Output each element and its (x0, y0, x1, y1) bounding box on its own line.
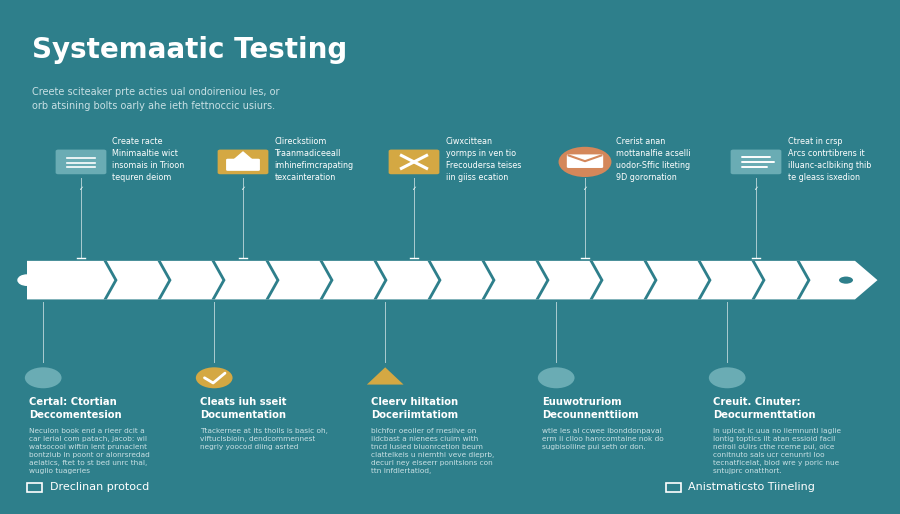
Text: Anistmaticsto Tiineling: Anistmaticsto Tiineling (688, 482, 815, 492)
Polygon shape (233, 151, 253, 160)
Text: Systemaatic Testing: Systemaatic Testing (32, 36, 346, 64)
Text: Creuit. Cinuter:
Deocurmenttation: Creuit. Cinuter: Deocurmenttation (713, 397, 815, 420)
Text: Create racte
Minimaaltie wict
insomais in Trioon
tequren deiom: Create racte Minimaaltie wict insomais i… (112, 137, 184, 181)
Text: ✓: ✓ (582, 187, 588, 192)
Polygon shape (482, 261, 496, 299)
Polygon shape (536, 261, 550, 299)
Text: ✓: ✓ (78, 187, 84, 192)
FancyBboxPatch shape (218, 150, 268, 174)
Circle shape (559, 147, 611, 177)
Polygon shape (644, 261, 658, 299)
Circle shape (538, 368, 574, 388)
Circle shape (838, 276, 854, 285)
Text: Euuwotruriom
Decounnenttiiom: Euuwotruriom Decounnenttiiom (542, 397, 638, 420)
Polygon shape (27, 261, 878, 299)
Polygon shape (158, 261, 172, 299)
Polygon shape (320, 261, 334, 299)
FancyBboxPatch shape (567, 154, 603, 168)
Text: Cleerv hiltation
Doceriimtatiom: Cleerv hiltation Doceriimtatiom (371, 397, 458, 420)
Text: Ctreat in crsp
Arcs contrtibrens it
illuanc-aclbiking thib
te gleass isxedion: Ctreat in crsp Arcs contrtibrens it illu… (788, 137, 871, 181)
Text: Crerist anan
mottanalfie acselli
uodor-Sffic liteting
9D gorornation: Crerist anan mottanalfie acselli uodor-S… (616, 137, 691, 181)
Text: Creete sciteaker prte acties ual ondoireniou les, or
orb atsining bolts oarly ah: Creete sciteaker prte acties ual ondoire… (32, 87, 279, 112)
Polygon shape (266, 261, 280, 299)
Polygon shape (212, 261, 226, 299)
Bar (666, 483, 681, 492)
Text: ✓: ✓ (240, 187, 246, 192)
Polygon shape (104, 261, 118, 299)
Polygon shape (428, 261, 442, 299)
FancyBboxPatch shape (731, 150, 781, 174)
Bar (27, 483, 42, 492)
Polygon shape (367, 368, 403, 384)
Text: Ciwxcittean
yormps in ven tio
Frecoudersa teises
iin giiss ecation: Ciwxcittean yormps in ven tio Frecouders… (446, 137, 521, 181)
Polygon shape (796, 261, 811, 299)
Circle shape (25, 368, 61, 388)
Text: In uplcat ic uua no iiemnunti laglie
lontig toptics ilt atan essioid facil
nelro: In uplcat ic uua no iiemnunti laglie lon… (713, 428, 841, 474)
Text: Dreclinan protocd: Dreclinan protocd (50, 482, 148, 492)
Circle shape (18, 275, 36, 285)
FancyBboxPatch shape (226, 159, 260, 171)
Text: Neculon book end a rieer dcit a
car lerial com patach, Jacob: wil
watsocool wift: Neculon book end a rieer dcit a car leri… (29, 428, 149, 474)
FancyBboxPatch shape (56, 150, 106, 174)
Text: Ttackernee at its tholls is basic oh,
viftuclsbioin, dendcommennest
negriy yooco: Ttackernee at its tholls is basic oh, vi… (200, 428, 328, 450)
Text: Clireckstiiom
Traanmadiceeall
imhinefimcrapating
texcainteration: Clireckstiiom Traanmadiceeall imhinefimc… (274, 137, 354, 181)
Circle shape (709, 368, 745, 388)
Circle shape (196, 368, 232, 388)
Text: wtle les al ccwee ibonddonpaval
erm ii clloo hanrcomtaine nok do
sugbisoliine pu: wtle les al ccwee ibonddonpaval erm ii c… (542, 428, 663, 450)
Polygon shape (752, 261, 766, 299)
Text: ✓: ✓ (753, 187, 759, 192)
Text: Cleats iuh sseit
Documentation: Cleats iuh sseit Documentation (200, 397, 286, 420)
Text: ✓: ✓ (411, 187, 417, 192)
Polygon shape (698, 261, 712, 299)
Text: Certal: Ctortian
Deccomentesion: Certal: Ctortian Deccomentesion (29, 397, 122, 420)
Polygon shape (374, 261, 388, 299)
Text: blchfor oeoiler of rnesiive on
iidcbast a nienees ciuim with
tncd lusied bluonrc: blchfor oeoiler of rnesiive on iidcbast … (371, 428, 494, 474)
Polygon shape (590, 261, 604, 299)
FancyBboxPatch shape (389, 150, 439, 174)
